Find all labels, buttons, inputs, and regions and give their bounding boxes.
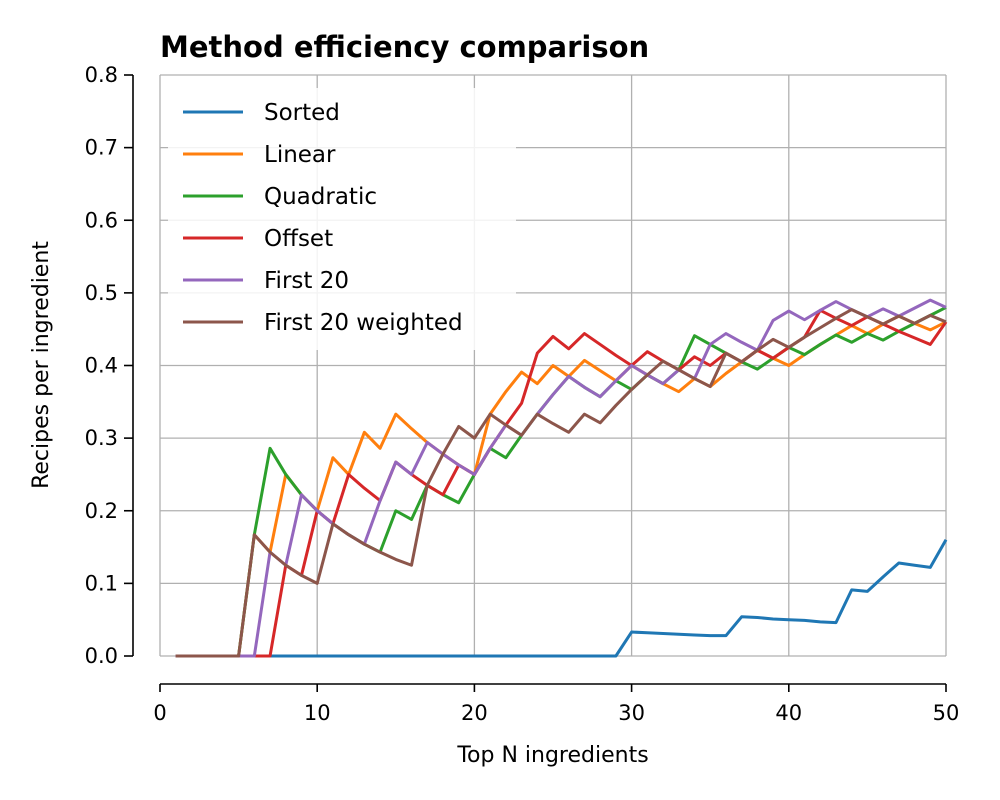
x-axis-label: Top N ingredients [456,743,648,768]
x-tick-label: 0 [153,701,166,725]
legend-label: First 20 weighted [264,310,463,336]
x-tick-label: 20 [461,701,488,725]
x-axis: 0 10 20 30 40 50 [153,684,959,725]
legend-label: Quadratic [264,184,377,210]
y-tick-label: 0.0 [85,644,118,668]
series-line-0 [175,539,948,658]
legend-label: Sorted [264,100,340,126]
chart-title: Method efficiency comparison [160,30,649,64]
y-tick-label: 0.6 [85,208,118,232]
x-tick-label: 40 [775,701,802,725]
x-tick-label: 50 [933,701,960,725]
x-tick-label: 30 [618,701,645,725]
series-line-1 [175,314,947,658]
legend-label: First 20 [264,268,349,294]
y-tick-label: 0.1 [85,571,118,595]
legend: Sorted Linear Quadratic Offset First 20 First… [168,88,516,350]
legend-box [168,88,516,350]
legend-label: Linear [264,142,336,168]
series-line-3 [175,308,948,658]
y-tick-label: 0.4 [85,354,118,378]
series-line-5 [175,308,947,658]
y-tick-label: 0.5 [85,281,118,305]
y-tick-label: 0.7 [85,136,118,160]
series-line-2 [175,306,947,658]
series-line-4 [175,298,947,658]
y-axis-label: Recipes per ingredient [29,241,54,489]
x-tick-label: 10 [304,701,331,725]
y-tick-label: 0.2 [85,499,118,523]
y-tick-label: 0.3 [85,426,118,450]
y-tick-label: 0.8 [85,63,118,87]
y-axis: 0.0 0.1 0.2 0.3 0.4 0.5 0.6 0.7 0.8 [85,63,133,668]
plot-lines [175,298,948,658]
legend-label: Offset [264,226,333,252]
